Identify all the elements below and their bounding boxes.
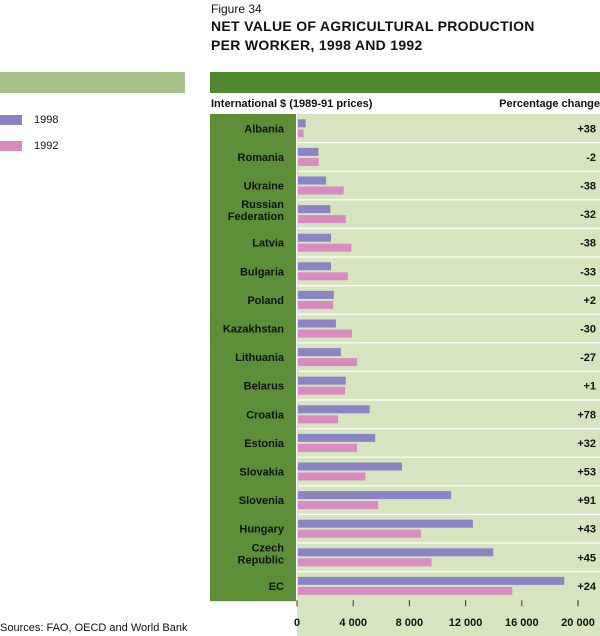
legend-label-1998: 1998 bbox=[34, 114, 59, 126]
percentage-change-value: -32 bbox=[580, 209, 596, 221]
bar-1998 bbox=[298, 262, 332, 271]
category-label: Slovenia bbox=[239, 495, 285, 507]
bar-1998 bbox=[298, 290, 334, 299]
x-tick-label: 0 bbox=[294, 617, 300, 629]
bar-1992 bbox=[298, 386, 346, 395]
bar-1998 bbox=[298, 147, 319, 156]
category-label: Croatia bbox=[246, 409, 285, 421]
category-label: Hungary bbox=[239, 524, 285, 536]
units-label: International $ (1989-91 prices) bbox=[211, 98, 373, 110]
bar-1998 bbox=[298, 376, 346, 385]
percentage-change-value: +1 bbox=[583, 381, 596, 393]
category-label: Kazakhstan bbox=[223, 324, 284, 336]
bar-1992 bbox=[298, 186, 344, 195]
percentage-change-value: -30 bbox=[580, 324, 596, 336]
bar-1992 bbox=[298, 129, 304, 138]
bar-1998 bbox=[298, 205, 331, 214]
category-label: Latvia bbox=[252, 238, 285, 250]
percentage-change-value: +2 bbox=[583, 295, 596, 307]
percentage-change-value: -38 bbox=[580, 238, 596, 250]
bar-1998 bbox=[298, 433, 376, 442]
category-label: Czech Republic bbox=[238, 542, 285, 566]
category-label: Poland bbox=[247, 295, 284, 307]
bar-1998 bbox=[298, 119, 306, 128]
bar-1992 bbox=[298, 529, 421, 538]
percentage-change-value: -33 bbox=[580, 266, 596, 278]
bar-1998 bbox=[298, 233, 332, 242]
bar-1998 bbox=[298, 405, 370, 414]
figure-label: Figure 34 bbox=[211, 2, 262, 16]
header-bar bbox=[210, 72, 600, 93]
percentage-change-value: +91 bbox=[577, 495, 596, 507]
category-label: EC bbox=[269, 581, 284, 593]
x-tick-label: 20 000 bbox=[561, 617, 595, 629]
bar-1992 bbox=[298, 157, 319, 166]
legend-item-1998: 1998 bbox=[0, 114, 58, 126]
bar-1998 bbox=[298, 519, 473, 528]
x-tick-label: 4 000 bbox=[339, 617, 367, 629]
percentage-change-header: Percentage change bbox=[499, 98, 600, 110]
x-axis-panel bbox=[297, 600, 600, 636]
bar-1992 bbox=[298, 329, 353, 338]
bar-1992 bbox=[298, 558, 432, 567]
category-label: Slovakia bbox=[239, 467, 285, 479]
category-label: Lithuania bbox=[235, 352, 285, 364]
title-line-1: NET VALUE OF AGRICULTURAL PRODUCTION bbox=[211, 18, 535, 34]
percentage-change-value: -38 bbox=[580, 181, 596, 193]
x-tick-label: 12 000 bbox=[449, 617, 483, 629]
x-tick-label: 16 000 bbox=[505, 617, 539, 629]
category-label: Estonia bbox=[244, 438, 285, 450]
bar-1992 bbox=[298, 472, 366, 481]
bar-1998 bbox=[298, 576, 565, 585]
bar-1992 bbox=[298, 586, 513, 595]
percentage-change-value: +53 bbox=[577, 467, 596, 479]
category-label-panel bbox=[210, 114, 296, 602]
x-tick-label: 8 000 bbox=[396, 617, 424, 629]
bar-1998 bbox=[298, 176, 327, 185]
legend-item-1992: 1992 bbox=[0, 140, 58, 152]
bar-1998 bbox=[298, 462, 402, 471]
title-line-2: PER WORKER, 1998 AND 1992 bbox=[211, 37, 423, 53]
percentage-change-value: +43 bbox=[577, 524, 596, 536]
left-accent-bar bbox=[0, 72, 185, 93]
chart-title: NET VALUE OF AGRICULTURAL PRODUCTION PER… bbox=[211, 17, 591, 55]
legend-label-1992: 1992 bbox=[34, 140, 59, 152]
plot-area bbox=[297, 114, 600, 601]
category-label: Ukraine bbox=[244, 181, 284, 193]
percentage-change-value: +24 bbox=[577, 581, 597, 593]
bar-1998 bbox=[298, 548, 494, 557]
bar-1992 bbox=[298, 443, 358, 452]
bar-1992 bbox=[298, 272, 348, 281]
bar-1992 bbox=[298, 415, 339, 424]
category-label: Belarus bbox=[244, 381, 284, 393]
category-label: Albania bbox=[244, 123, 285, 135]
percentage-change-value: -27 bbox=[580, 352, 596, 364]
category-label: Bulgaria bbox=[240, 266, 285, 278]
bar-1992 bbox=[298, 243, 352, 252]
legend-swatch-1992 bbox=[0, 141, 22, 151]
bar-1992 bbox=[298, 300, 334, 309]
percentage-change-value: +38 bbox=[577, 123, 596, 135]
bar-1992 bbox=[298, 501, 379, 510]
bar-1998 bbox=[298, 348, 341, 357]
percentage-change-value: +45 bbox=[577, 552, 596, 564]
bar-1998 bbox=[298, 491, 452, 500]
legend-swatch-1998 bbox=[0, 115, 22, 125]
bar-1998 bbox=[298, 319, 336, 328]
percentage-change-value: +32 bbox=[577, 438, 596, 450]
percentage-change-value: -2 bbox=[586, 152, 596, 164]
category-label: Romania bbox=[238, 152, 285, 164]
category-label: Russian Federation bbox=[228, 199, 285, 223]
bar-1992 bbox=[298, 358, 358, 367]
bar-1992 bbox=[298, 215, 346, 224]
source-note: Sources: FAO, OECD and World Bank bbox=[0, 622, 188, 634]
percentage-change-value: +78 bbox=[577, 409, 596, 421]
